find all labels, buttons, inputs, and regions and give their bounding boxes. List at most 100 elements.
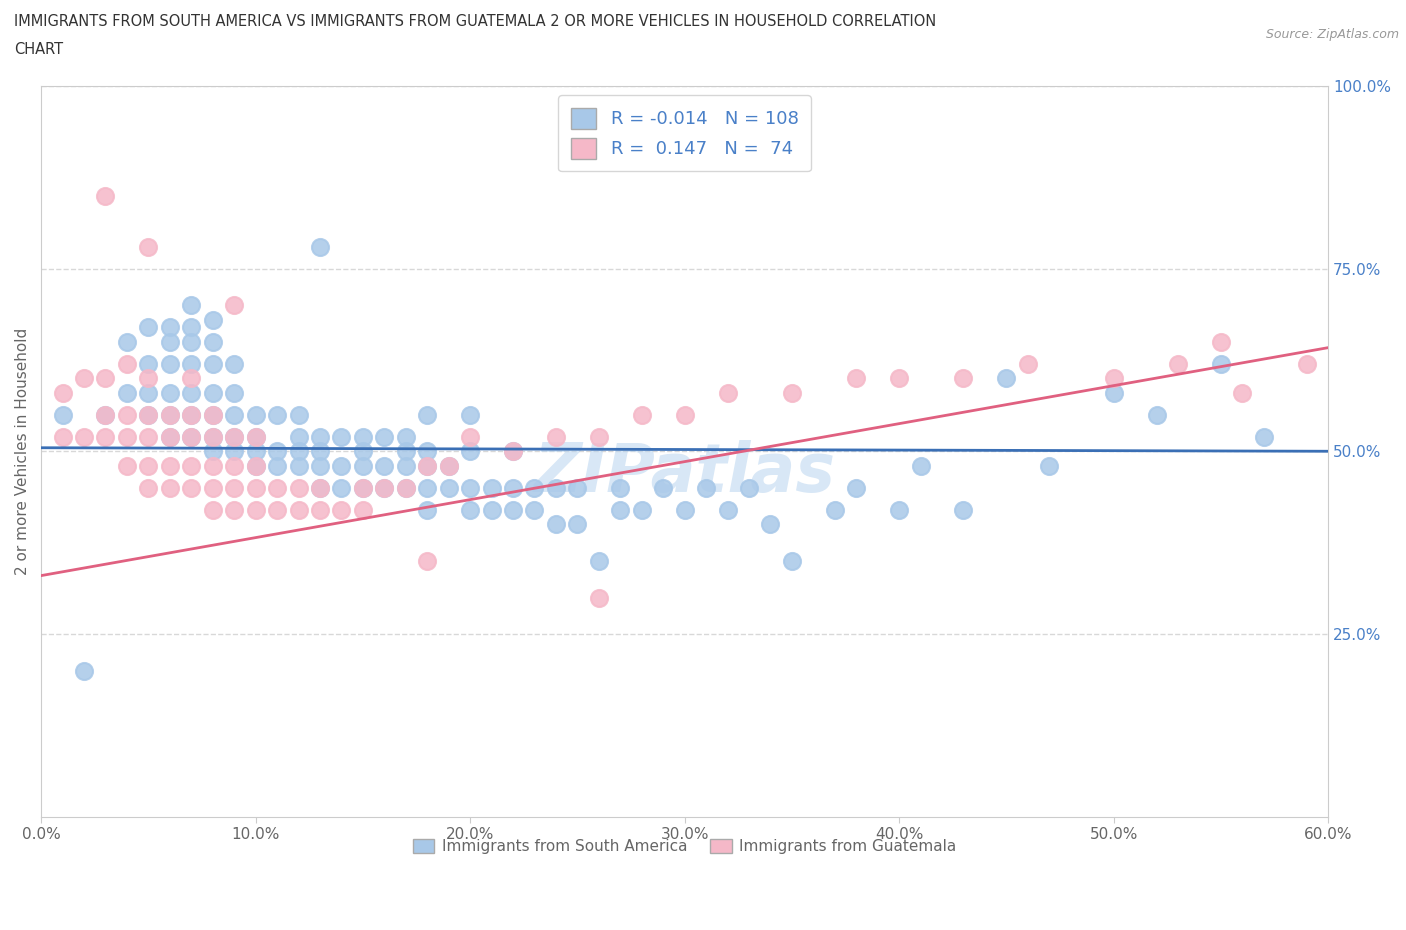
Point [738, 481, 761, 496]
Point [224, 502, 246, 517]
Point [373, 481, 395, 496]
Point [416, 481, 439, 496]
Point [245, 458, 267, 473]
Point [673, 502, 696, 517]
Point [544, 481, 567, 496]
Point [224, 430, 246, 445]
Point [201, 407, 224, 422]
Point [309, 430, 332, 445]
Point [373, 458, 395, 473]
Point [180, 356, 202, 371]
Point [159, 407, 181, 422]
Point [245, 407, 267, 422]
Point [309, 458, 332, 473]
Point [287, 458, 309, 473]
Point [845, 481, 868, 496]
Point [180, 407, 202, 422]
Point [458, 407, 481, 422]
Point [416, 458, 439, 473]
Point [51, 430, 73, 445]
Point [287, 481, 309, 496]
Point [115, 430, 138, 445]
Point [523, 502, 546, 517]
Point [716, 502, 738, 517]
Text: ZIPatlas: ZIPatlas [534, 440, 835, 506]
Point [201, 444, 224, 458]
Point [588, 553, 610, 568]
Point [309, 481, 332, 496]
Point [481, 481, 503, 496]
Point [224, 386, 246, 401]
Point [458, 502, 481, 517]
Point [759, 517, 782, 532]
Point [73, 430, 96, 445]
Point [458, 444, 481, 458]
Point [159, 320, 181, 335]
Point [352, 481, 374, 496]
Point [159, 430, 181, 445]
Point [180, 458, 202, 473]
Point [138, 407, 160, 422]
Point [115, 356, 138, 371]
Point [201, 312, 224, 327]
Point [416, 502, 439, 517]
Point [567, 517, 589, 532]
Point [138, 386, 160, 401]
Point [416, 458, 439, 473]
Point [523, 481, 546, 496]
Point [309, 444, 332, 458]
Point [502, 444, 524, 458]
Point [395, 481, 418, 496]
Point [437, 458, 460, 473]
Point [395, 481, 418, 496]
Point [630, 407, 652, 422]
Point [352, 444, 374, 458]
Point [845, 371, 868, 386]
Point [245, 444, 267, 458]
Point [458, 430, 481, 445]
Point [1209, 356, 1232, 371]
Point [609, 502, 631, 517]
Point [416, 444, 439, 458]
Point [138, 320, 160, 335]
Point [201, 502, 224, 517]
Point [73, 663, 96, 678]
Point [780, 386, 803, 401]
Point [567, 481, 589, 496]
Point [138, 371, 160, 386]
Point [887, 502, 910, 517]
Point [695, 481, 717, 496]
Point [995, 371, 1018, 386]
Point [780, 553, 803, 568]
Point [1102, 386, 1125, 401]
Point [138, 356, 160, 371]
Point [287, 407, 309, 422]
Point [201, 430, 224, 445]
Point [115, 458, 138, 473]
Point [201, 335, 224, 350]
Point [51, 386, 73, 401]
Point [138, 458, 160, 473]
Point [201, 430, 224, 445]
Point [609, 481, 631, 496]
Point [159, 356, 181, 371]
Point [224, 458, 246, 473]
Point [180, 430, 202, 445]
Point [395, 430, 418, 445]
Point [201, 386, 224, 401]
Point [201, 458, 224, 473]
Point [1038, 458, 1060, 473]
Point [352, 458, 374, 473]
Point [224, 481, 246, 496]
Point [309, 239, 332, 254]
Point [159, 386, 181, 401]
Point [330, 502, 353, 517]
Point [395, 444, 418, 458]
Point [245, 458, 267, 473]
Point [201, 407, 224, 422]
Point [180, 430, 202, 445]
Point [245, 430, 267, 445]
Legend: Immigrants from South America, Immigrants from Guatemala: Immigrants from South America, Immigrant… [406, 833, 963, 860]
Point [224, 444, 246, 458]
Point [159, 481, 181, 496]
